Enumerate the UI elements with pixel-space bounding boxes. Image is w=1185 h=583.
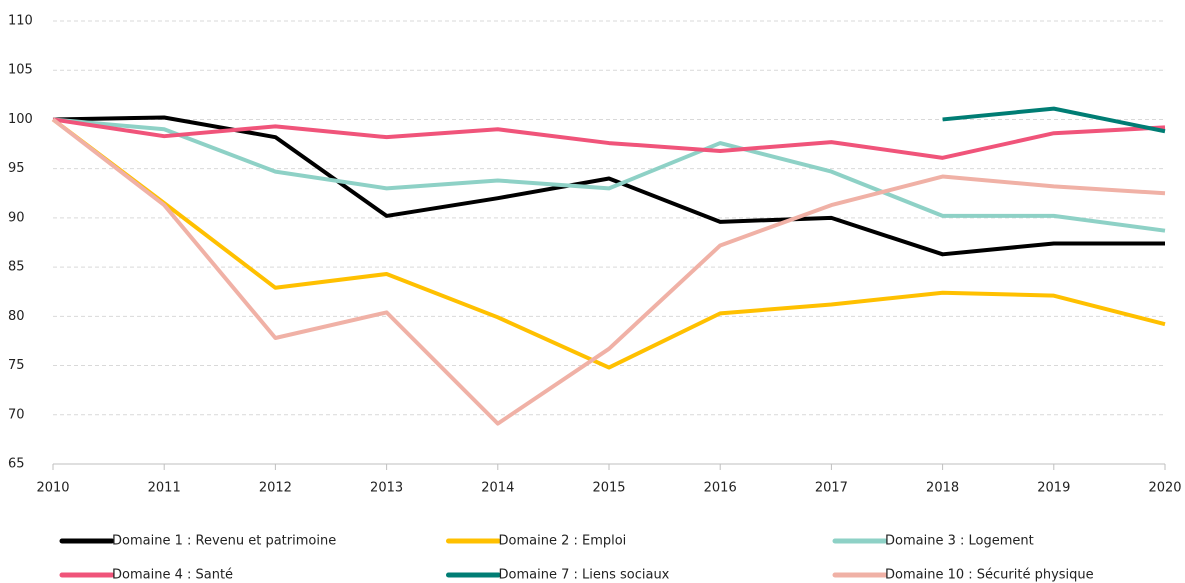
legend-label: Domaine 7 : Liens sociaux (499, 568, 670, 583)
series-line (52, 117, 1166, 160)
y-tick-label: 70 (8, 407, 25, 422)
x-tick-label: 2016 (704, 481, 737, 496)
y-tick-label: 95 (8, 161, 25, 176)
y-tick-label: 105 (8, 63, 33, 78)
series-line (52, 117, 1166, 233)
series-line (51, 117, 1166, 426)
x-tick-label: 2017 (815, 481, 848, 496)
x-tick-label: 2018 (926, 481, 959, 496)
legend-label: Domaine 4 : Santé (112, 568, 233, 583)
y-tick-label: 110 (8, 14, 33, 29)
legend-label: Domaine 2 : Emploi (499, 534, 627, 549)
x-tick-label: 2015 (592, 481, 625, 496)
y-tick-label: 85 (8, 260, 25, 275)
x-tick-label: 2019 (1037, 481, 1070, 496)
x-tick-label: 2013 (370, 481, 403, 496)
x-tick-label: 2020 (1148, 481, 1181, 496)
y-tick-label: 65 (8, 457, 25, 472)
y-tick-label: 90 (8, 210, 25, 225)
series-line (942, 106, 1166, 134)
legend-label: Domaine 1 : Revenu et patrimoine (112, 534, 336, 549)
series-line (51, 117, 1166, 370)
x-tick-label: 2014 (481, 481, 514, 496)
series-line (52, 115, 1165, 257)
y-tick-label: 100 (8, 112, 33, 127)
y-tick-label: 75 (8, 358, 25, 373)
y-tick-label: 80 (8, 309, 25, 324)
x-tick-label: 2012 (259, 481, 292, 496)
legend-label: Domaine 3 : Logement (885, 534, 1034, 549)
legend-label: Domaine 10 : Sécurité physique (885, 568, 1094, 583)
x-tick-label: 2011 (148, 481, 181, 496)
x-tick-label: 2010 (36, 481, 69, 496)
